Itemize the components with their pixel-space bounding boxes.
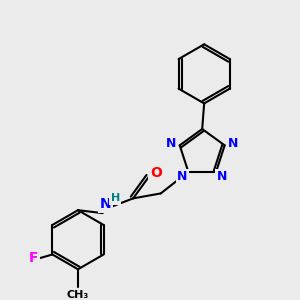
Text: N: N (217, 170, 227, 183)
Text: N: N (177, 170, 188, 183)
Text: N: N (166, 137, 176, 150)
Text: H: H (111, 194, 120, 203)
Text: N: N (228, 137, 239, 150)
Text: O: O (150, 166, 162, 180)
Text: N: N (100, 197, 111, 211)
Text: F: F (29, 251, 38, 266)
Text: CH₃: CH₃ (67, 290, 89, 300)
